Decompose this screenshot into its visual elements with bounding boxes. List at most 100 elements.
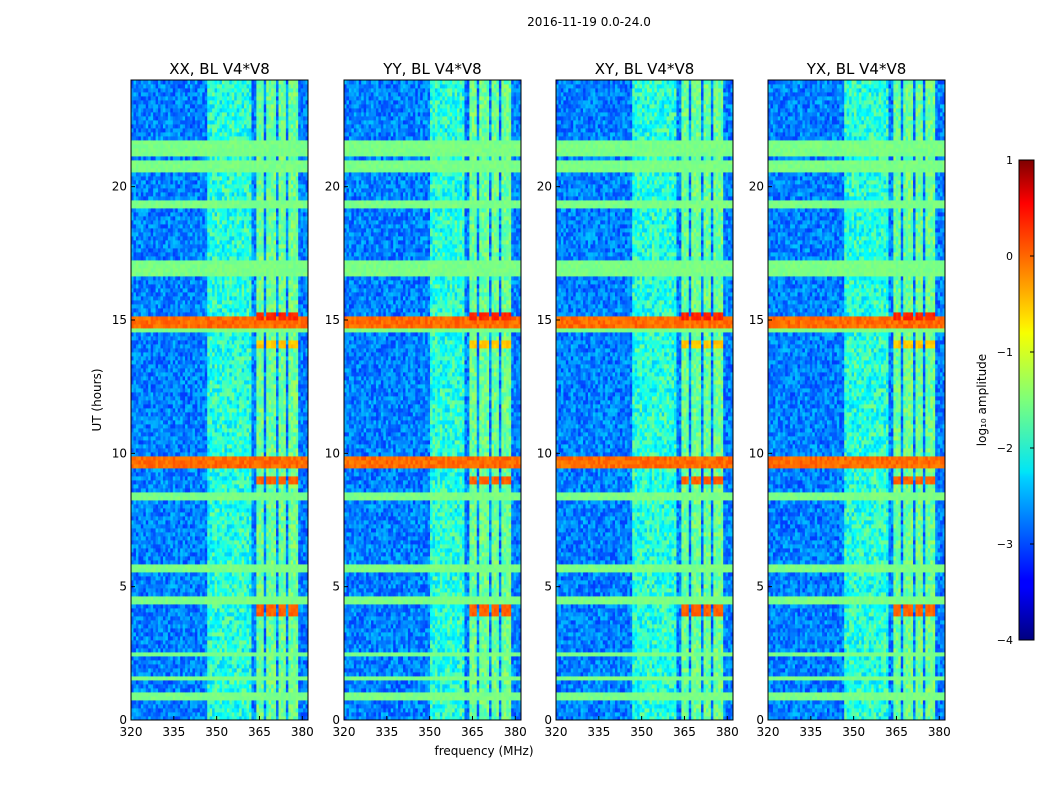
heatmap-cell bbox=[158, 596, 161, 601]
heatmap-cell bbox=[226, 568, 230, 573]
heatmap-cell bbox=[290, 632, 294, 637]
heatmap-cell bbox=[145, 712, 149, 717]
heatmap-cell bbox=[246, 568, 250, 573]
heatmap-cell bbox=[221, 588, 225, 593]
heatmap-cell bbox=[214, 488, 218, 493]
heatmap-cell bbox=[266, 476, 270, 481]
heatmap-cell bbox=[261, 668, 265, 673]
heatmap-cell bbox=[261, 544, 265, 549]
heatmap-cell bbox=[133, 444, 137, 449]
heatmap-cell bbox=[298, 488, 302, 493]
heatmap-cell bbox=[177, 488, 181, 493]
heatmap-cell bbox=[234, 468, 238, 473]
heatmap-cell bbox=[175, 552, 179, 557]
heatmap-cell bbox=[253, 712, 257, 717]
heatmap-cell bbox=[182, 672, 186, 677]
heatmap-cell bbox=[165, 660, 169, 665]
heatmap-cell bbox=[150, 568, 154, 573]
heatmap-cell bbox=[241, 536, 245, 541]
heatmap-cell bbox=[234, 636, 238, 641]
heatmap-cell bbox=[246, 480, 250, 485]
heatmap-cell bbox=[143, 456, 147, 461]
heatmap-cell bbox=[185, 504, 188, 509]
heatmap-cell bbox=[135, 624, 139, 629]
heatmap-cell bbox=[187, 468, 191, 473]
heatmap-cell bbox=[197, 672, 201, 677]
heatmap-cell bbox=[288, 652, 292, 657]
heatmap-cell bbox=[202, 588, 206, 593]
heatmap-cell bbox=[268, 640, 272, 645]
heatmap-cell bbox=[293, 688, 297, 693]
heatmap-cell bbox=[131, 648, 134, 653]
heatmap-cell bbox=[158, 648, 161, 653]
heatmap-cell bbox=[285, 528, 289, 533]
heatmap-cell bbox=[175, 536, 179, 541]
heatmap-cell bbox=[214, 544, 218, 549]
heatmap-cell bbox=[192, 596, 196, 601]
heatmap-cell bbox=[303, 688, 306, 693]
heatmap-cell bbox=[226, 512, 230, 517]
heatmap-cell bbox=[236, 484, 240, 489]
heatmap-cell bbox=[135, 676, 139, 681]
heatmap-cell bbox=[268, 464, 272, 469]
heatmap-cell bbox=[290, 448, 294, 453]
heatmap-cell bbox=[143, 604, 147, 609]
heatmap-cell bbox=[177, 496, 181, 501]
heatmap-cell bbox=[185, 688, 188, 693]
heatmap-cell bbox=[212, 616, 215, 621]
heatmap-cell bbox=[295, 708, 299, 713]
heatmap-cell bbox=[261, 712, 265, 717]
heatmap-cell bbox=[140, 612, 144, 617]
heatmap-cell bbox=[258, 580, 262, 585]
heatmap-cell bbox=[133, 668, 137, 673]
heatmap-cell bbox=[285, 620, 289, 625]
heatmap-cell bbox=[135, 576, 139, 581]
heatmap-cell bbox=[207, 576, 211, 581]
heatmap-cell bbox=[167, 616, 171, 621]
heatmap-cell bbox=[182, 580, 186, 585]
heatmap-cell bbox=[273, 680, 277, 685]
heatmap-cell bbox=[249, 636, 252, 641]
heatmap-cell bbox=[162, 600, 166, 605]
heatmap-cell bbox=[180, 688, 184, 693]
heatmap-cell bbox=[266, 640, 270, 645]
heatmap-cell bbox=[214, 500, 218, 505]
heatmap-cell bbox=[207, 696, 211, 701]
heatmap-cell bbox=[221, 556, 225, 561]
heatmap-cell bbox=[239, 636, 243, 641]
heatmap-cell bbox=[244, 480, 247, 485]
heatmap-cell bbox=[131, 664, 134, 669]
heatmap-cell bbox=[167, 660, 171, 665]
heatmap-cell bbox=[162, 452, 166, 457]
heatmap-cell bbox=[207, 652, 211, 657]
heatmap-cell bbox=[182, 696, 186, 701]
heatmap-cell bbox=[303, 656, 306, 661]
heatmap-cell bbox=[288, 668, 292, 673]
heatmap-cell bbox=[273, 584, 277, 589]
heatmap-cell bbox=[239, 516, 243, 521]
heatmap-cell bbox=[273, 552, 277, 557]
heatmap-cell bbox=[192, 600, 196, 605]
heatmap-cell bbox=[241, 540, 245, 545]
heatmap-cell bbox=[209, 556, 213, 561]
heatmap-cell bbox=[177, 508, 181, 513]
heatmap-cell bbox=[140, 536, 144, 541]
heatmap-cell bbox=[231, 696, 235, 701]
heatmap-cell bbox=[138, 468, 142, 473]
heatmap-cell bbox=[224, 664, 228, 669]
heatmap-cell bbox=[244, 468, 247, 473]
heatmap-cell bbox=[263, 516, 267, 521]
heatmap-cell bbox=[160, 576, 164, 581]
heatmap-cell bbox=[197, 616, 201, 621]
heatmap-cell bbox=[266, 516, 270, 521]
heatmap-cell bbox=[244, 700, 247, 705]
heatmap-cell bbox=[219, 544, 223, 549]
heatmap-cell bbox=[204, 548, 208, 553]
heatmap-cell bbox=[197, 620, 201, 625]
heatmap-cell bbox=[256, 608, 260, 613]
heatmap-cell bbox=[158, 500, 161, 505]
heatmap-cell bbox=[273, 628, 277, 633]
heatmap-cell bbox=[153, 496, 156, 501]
heatmap-cell bbox=[155, 668, 159, 673]
heatmap-cell bbox=[170, 480, 174, 485]
